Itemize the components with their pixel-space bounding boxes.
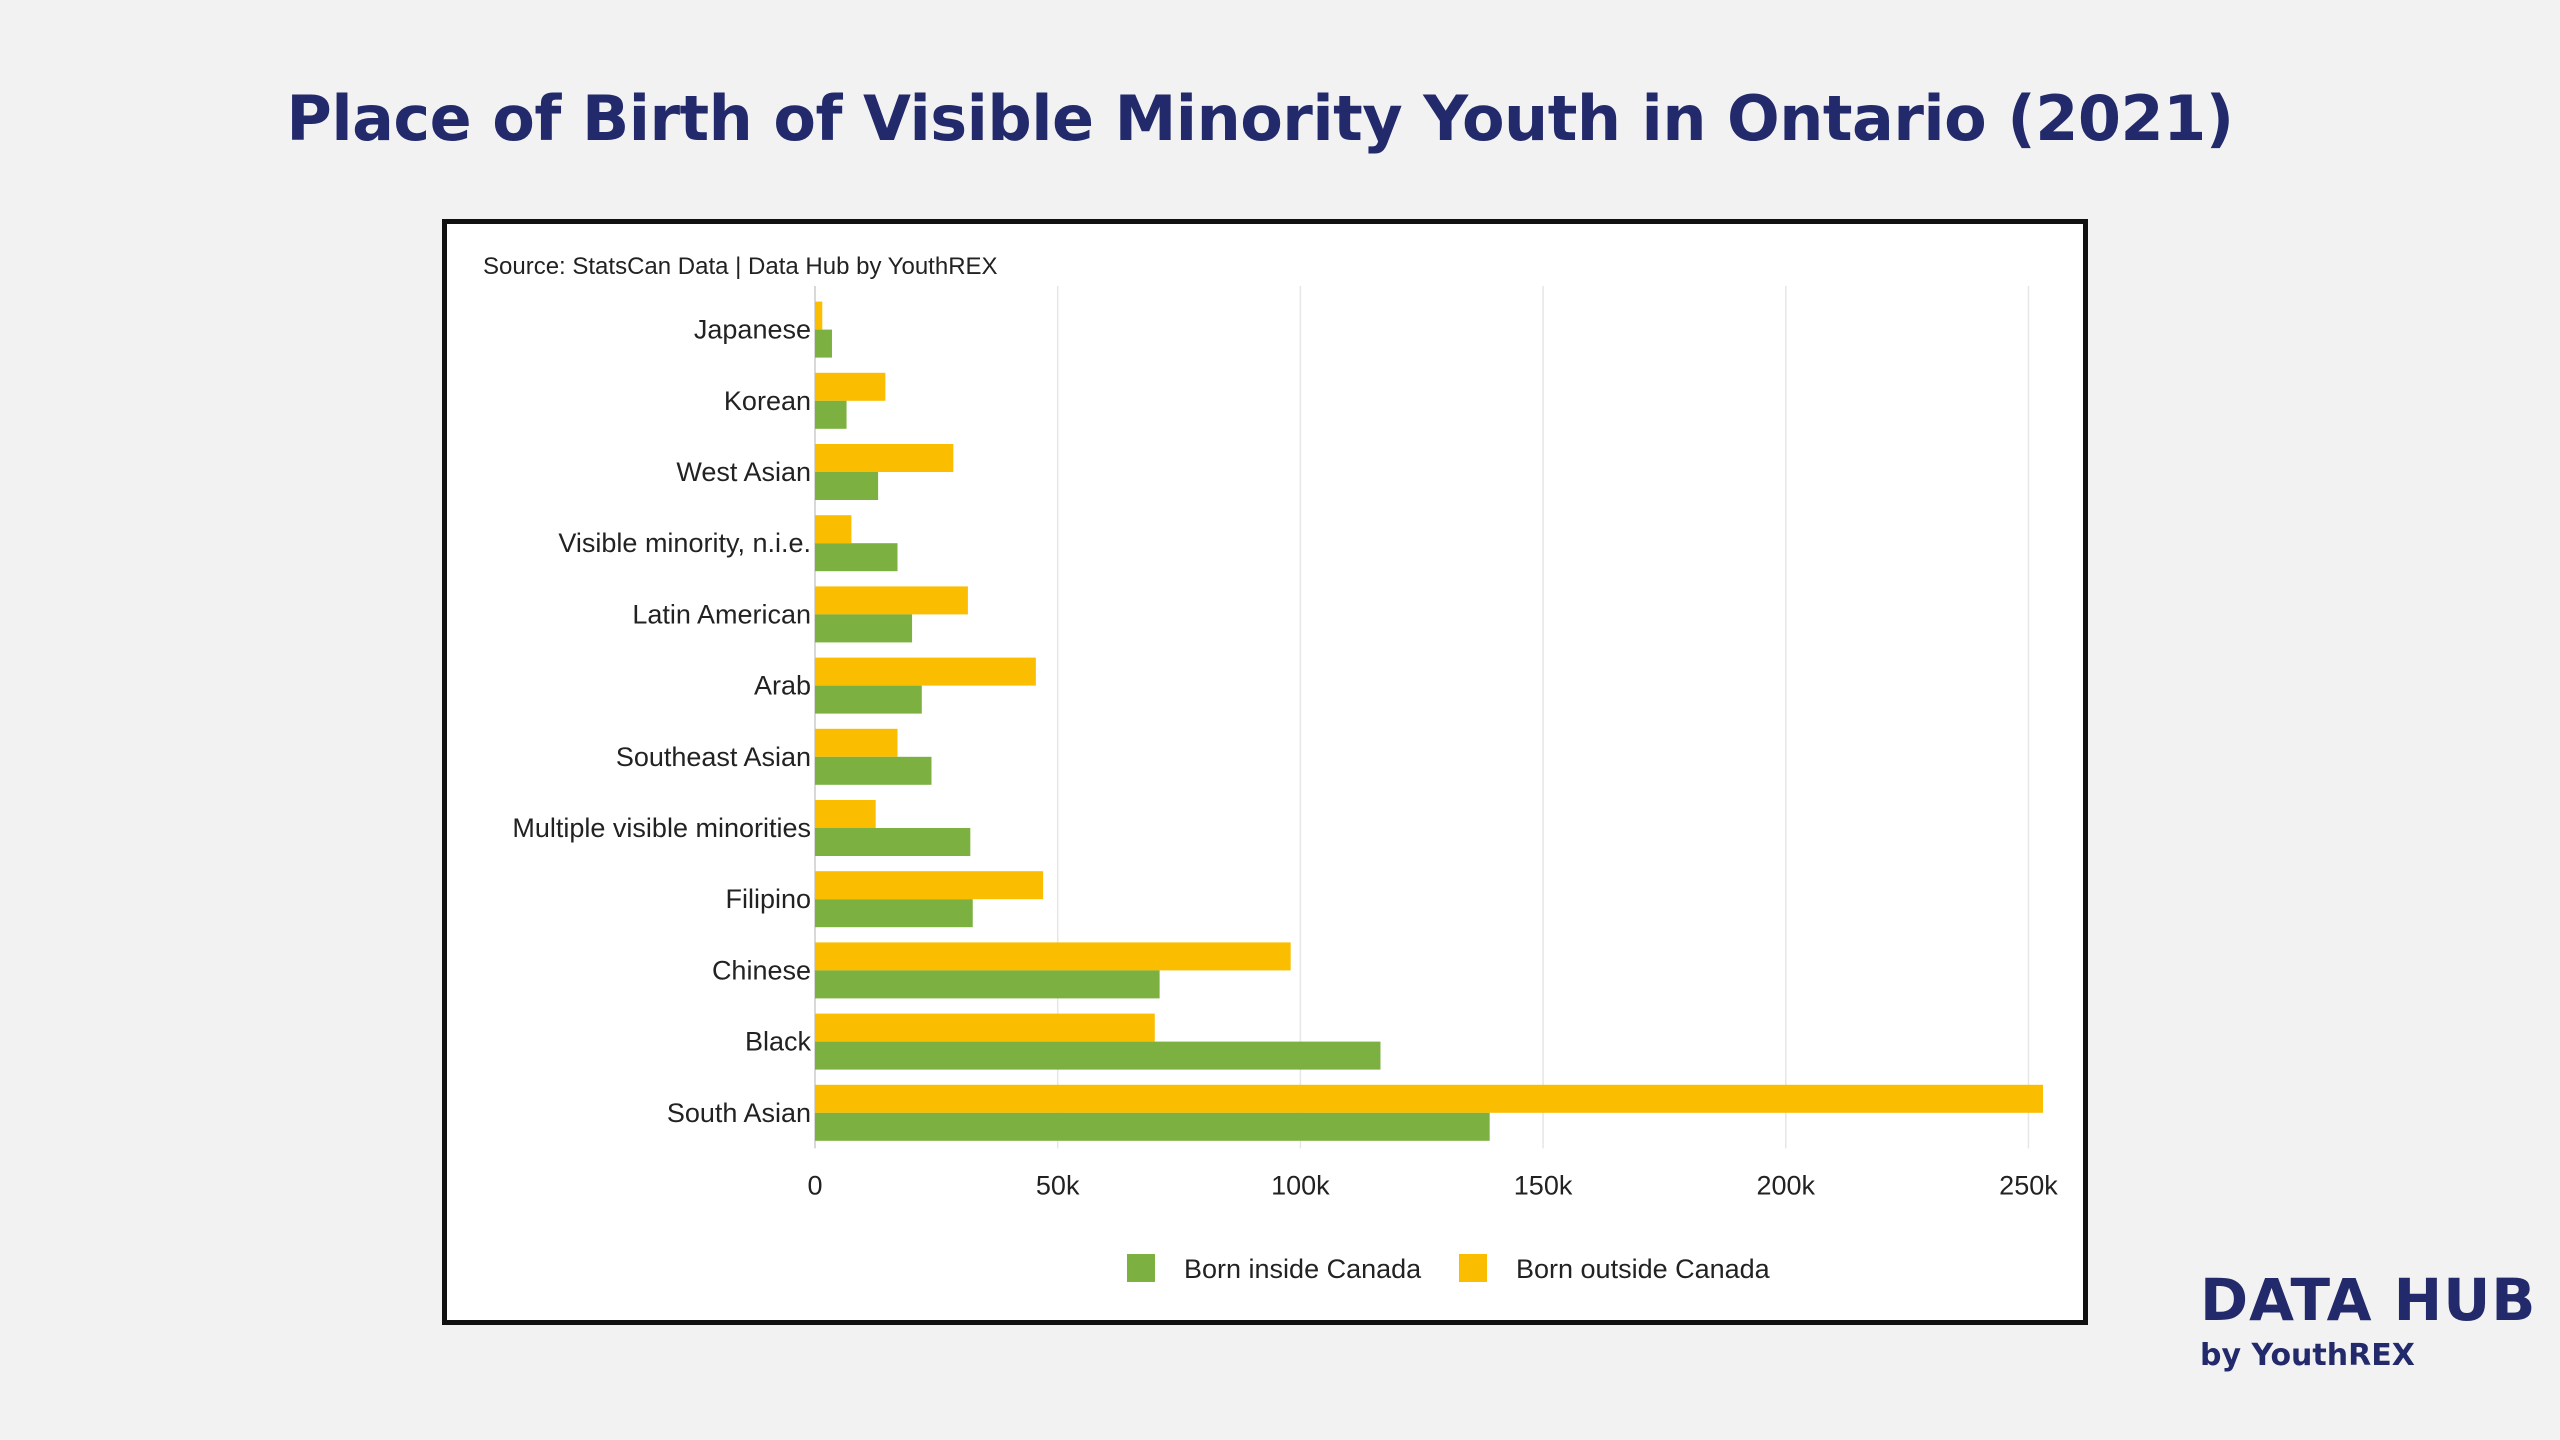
category-label-9: Chinese [712, 955, 811, 985]
x-tick-label-4: 200k [1756, 1170, 1815, 1200]
bar-inside-3 [815, 543, 898, 572]
bar-outside-8 [815, 871, 1044, 900]
x-tick-label-5: 250k [1999, 1170, 2058, 1200]
category-label-11: South Asian [667, 1098, 811, 1128]
bar-inside-7 [815, 828, 971, 856]
bar-inside-9 [815, 970, 1160, 999]
x-tick-label-0: 0 [807, 1170, 822, 1200]
category-label-0: Japanese [694, 315, 811, 345]
bars-layer [815, 301, 2044, 1141]
bar-outside-7 [815, 800, 876, 828]
x-axis-ticks: 0 50k 100k 150k 200k 250k [807, 1170, 2058, 1200]
x-tick-label-3: 150k [1514, 1170, 1573, 1200]
bar-outside-0 [815, 301, 823, 330]
category-label-1: Korean [724, 386, 811, 416]
bar-outside-3 [815, 515, 852, 544]
legend-swatch-0 [1127, 1254, 1155, 1282]
bar-inside-11 [815, 1112, 1490, 1141]
bar-inside-0 [815, 329, 832, 358]
legend-label-1: Born outside Canada [1516, 1254, 1771, 1284]
brand-logo: DATA HUB by YouthREX [2200, 1268, 2537, 1376]
bar-outside-10 [815, 1013, 1155, 1042]
legend: Born inside Canada Born outside Canada [1127, 1254, 1771, 1284]
bar-outside-4 [815, 586, 968, 615]
bar-inside-5 [815, 685, 922, 714]
grid-layer [814, 286, 2030, 1149]
bar-outside-1 [815, 372, 886, 401]
bar-outside-9 [815, 942, 1291, 971]
chart-source: Source: StatsCan Data | Data Hub by Yout… [483, 253, 998, 280]
bar-inside-6 [815, 756, 932, 785]
brand-title: DATA HUB [2200, 1266, 2537, 1334]
legend-label-0: Born inside Canada [1184, 1254, 1422, 1284]
category-label-10: Black [745, 1027, 812, 1057]
bar-inside-8 [815, 899, 973, 928]
category-label-7: Multiple visible minorities [512, 813, 811, 843]
bar-outside-11 [815, 1084, 2044, 1113]
brand-subtitle: by YouthREX [2200, 1338, 2415, 1373]
x-tick-label-2: 100k [1271, 1170, 1330, 1200]
bar-inside-2 [815, 472, 879, 500]
category-label-5: Arab [754, 671, 811, 701]
category-label-3: Visible minority, n.i.e. [558, 528, 811, 558]
bar-inside-10 [815, 1041, 1381, 1070]
category-labels: Japanese Korean West Asian Visible minority… [512, 315, 811, 1128]
bar-inside-1 [815, 400, 847, 429]
bar-chart: Source: StatsCan Data | Data Hub by Yout… [483, 253, 2058, 1284]
category-label-6: Southeast Asian [616, 742, 811, 772]
bar-outside-2 [815, 444, 954, 472]
bar-outside-5 [815, 657, 1036, 686]
page-title: Place of Birth of Visible Minority Youth… [286, 82, 2234, 155]
category-label-4: Latin American [632, 599, 811, 629]
x-tick-label-1: 50k [1036, 1170, 1080, 1200]
bar-inside-4 [815, 614, 913, 643]
category-label-2: West Asian [676, 457, 811, 487]
bar-outside-6 [815, 728, 898, 757]
chart-frame: Source: StatsCan Data | Data Hub by Yout… [442, 219, 2088, 1325]
category-label-8: Filipino [725, 884, 811, 914]
legend-swatch-1 [1459, 1254, 1487, 1282]
